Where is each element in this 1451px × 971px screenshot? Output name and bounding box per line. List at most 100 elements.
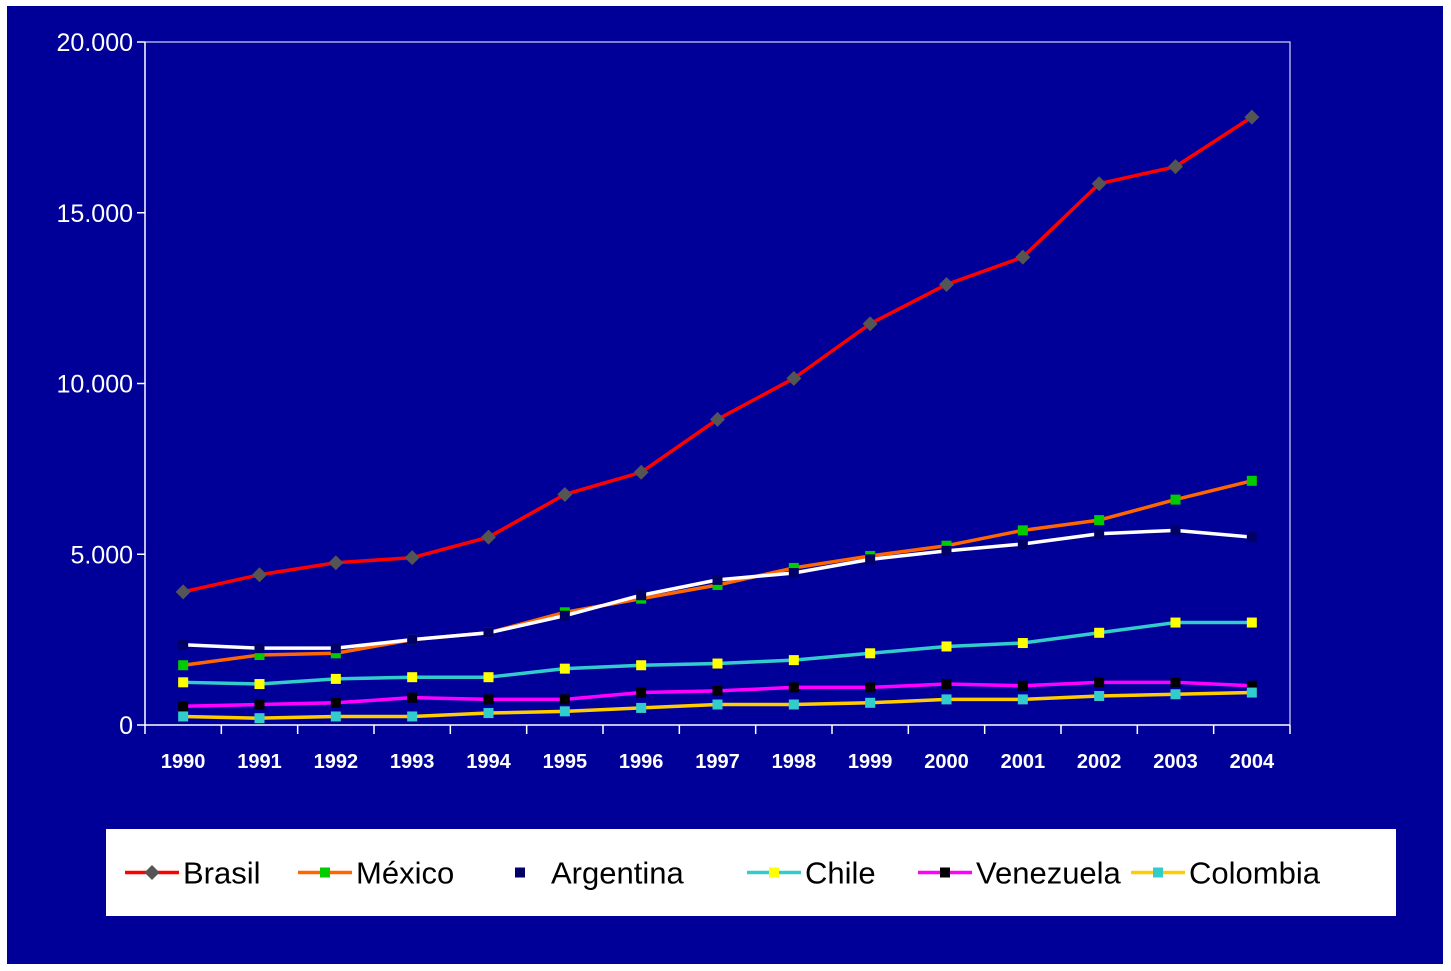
data-point xyxy=(1017,694,1028,705)
data-point xyxy=(330,697,341,708)
data-point xyxy=(1170,494,1181,505)
data-point xyxy=(1094,690,1105,701)
legend-marker xyxy=(940,867,950,878)
y-tick-label: 5.000 xyxy=(70,541,133,569)
data-point xyxy=(330,673,341,684)
x-tick-label: 1991 xyxy=(237,751,282,773)
data-point xyxy=(865,648,876,659)
data-point xyxy=(1017,539,1028,550)
data-point xyxy=(407,711,418,722)
data-point xyxy=(1246,680,1257,691)
data-point xyxy=(712,699,723,710)
data-point xyxy=(1091,176,1107,192)
data-point xyxy=(1094,627,1105,638)
x-tick-label: 1993 xyxy=(390,751,435,773)
data-point xyxy=(636,687,647,698)
data-point xyxy=(941,540,952,551)
data-point xyxy=(481,529,496,545)
data-point xyxy=(1170,617,1181,628)
data-point xyxy=(254,649,265,660)
legend-label: Venezuela xyxy=(976,856,1122,891)
data-point xyxy=(636,702,647,713)
data-point xyxy=(786,370,802,386)
data-point xyxy=(328,555,344,571)
data-point xyxy=(557,486,573,502)
data-point xyxy=(1015,249,1031,265)
series-brasil xyxy=(175,109,1260,600)
series-venezuela xyxy=(178,677,1257,712)
data-point xyxy=(788,682,799,693)
y-tick-label: 10.000 xyxy=(57,371,133,399)
data-point xyxy=(865,554,876,565)
data-point xyxy=(178,660,189,671)
legend-label: Colombia xyxy=(1189,856,1321,891)
data-point xyxy=(1246,617,1257,628)
chart-frame: 0 5.000 10.000 15.000 20.000 1990 1991 1992 1993… xyxy=(7,6,1443,964)
x-tick-label: 1994 xyxy=(466,751,511,773)
data-point xyxy=(483,627,494,638)
data-point xyxy=(712,685,723,696)
data-point xyxy=(788,562,799,573)
data-point xyxy=(178,639,189,650)
data-point xyxy=(254,643,265,654)
data-point xyxy=(1017,638,1028,649)
legend-marker xyxy=(515,867,525,878)
legend-marker xyxy=(769,867,779,878)
data-point xyxy=(865,682,876,693)
data-point xyxy=(788,655,799,666)
data-point xyxy=(1094,677,1105,688)
data-point xyxy=(865,697,876,708)
data-point xyxy=(330,711,341,722)
y-tick-label: 0 xyxy=(119,712,133,740)
x-tick-label: 1998 xyxy=(772,751,817,773)
data-point xyxy=(1246,532,1257,543)
data-point xyxy=(407,672,418,683)
data-point xyxy=(712,658,723,669)
x-tick-label: 2004 xyxy=(1230,751,1275,773)
series-argentina xyxy=(178,525,1257,654)
data-point xyxy=(178,677,189,688)
chart-svg: 0 5.000 10.000 15.000 20.000 1990 1991 1992 1993… xyxy=(57,29,1396,916)
data-point xyxy=(483,694,494,705)
x-tick-label: 1996 xyxy=(619,751,664,773)
data-point xyxy=(1094,528,1105,539)
data-point xyxy=(483,708,494,719)
data-point xyxy=(633,464,649,480)
data-point xyxy=(1244,109,1260,125)
legend-item-méxico: México xyxy=(298,856,454,891)
x-tick-label: 1992 xyxy=(314,751,359,773)
data-point xyxy=(862,316,878,332)
data-point xyxy=(941,641,952,652)
data-point xyxy=(712,574,723,585)
legend-item-venezuela: Venezuela xyxy=(918,856,1122,891)
data-point xyxy=(178,701,189,712)
legend-item-chile: Chile xyxy=(747,856,876,891)
legend-marker xyxy=(320,867,330,878)
data-point xyxy=(636,590,647,601)
legend-item-argentina: Argentina xyxy=(515,856,684,891)
data-point xyxy=(1017,680,1028,691)
legend-label: Chile xyxy=(805,856,876,891)
legend-label: México xyxy=(356,856,454,891)
x-tick-label: 1997 xyxy=(695,751,740,773)
x-tick-label: 2002 xyxy=(1077,751,1122,773)
plot-area xyxy=(144,41,1291,726)
data-point xyxy=(1017,525,1028,536)
data-point xyxy=(252,567,267,583)
data-point xyxy=(941,545,952,556)
data-point xyxy=(175,584,191,600)
data-point xyxy=(1170,689,1181,700)
data-point xyxy=(330,648,341,659)
data-point xyxy=(788,568,799,579)
data-point xyxy=(710,411,725,427)
data-point xyxy=(483,672,494,683)
legend-marker xyxy=(1153,867,1163,878)
data-point xyxy=(941,694,952,705)
data-point xyxy=(404,550,420,566)
x-tick-label: 1990 xyxy=(161,751,206,773)
data-point xyxy=(636,660,647,671)
legend-item-colombia: Colombia xyxy=(1131,856,1321,891)
data-point xyxy=(788,699,799,710)
y-tick-label: 20.000 xyxy=(57,29,133,57)
y-tick-label: 15.000 xyxy=(57,200,133,228)
